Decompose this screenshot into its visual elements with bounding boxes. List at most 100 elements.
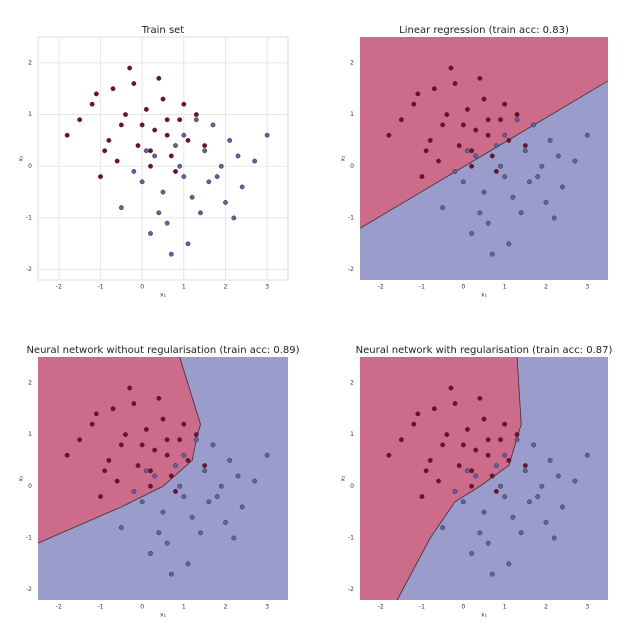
x-tick-label: -2 [378,604,384,611]
data-point [514,437,520,443]
data-point [560,504,565,510]
data-point [481,96,487,102]
data-point [189,194,195,200]
data-point [156,75,162,81]
x-tick-label: 3 [265,284,269,291]
plot-area [37,36,289,281]
data-point [264,452,270,458]
data-point [411,101,417,107]
data-point [202,463,208,468]
y-tick-label: 0 [350,483,354,490]
data-point [485,220,491,226]
data-point [444,112,450,117]
data-point [164,132,170,138]
data-point [131,401,137,406]
x-tick-label: 1 [503,284,507,291]
data-point [264,132,270,138]
y-tick-label: -1 [26,534,32,541]
x-tick-label: 2 [224,284,228,291]
data-point [106,138,112,143]
data-point [477,395,483,401]
x-tick-label: -1 [98,604,104,611]
decision-boundary [396,356,522,601]
data-point [489,153,495,159]
data-point [198,210,203,216]
data-point [185,458,191,463]
data-point [148,163,153,169]
data-point [440,122,446,128]
x-tick-label: 0 [140,284,144,291]
data-point [193,112,199,117]
data-point [485,540,491,546]
data-point [131,81,137,86]
data-point [239,504,245,510]
data-point [398,437,404,443]
data-point [93,91,99,97]
y-tick-label: 2 [28,379,32,386]
data-point [547,138,553,143]
data-point [110,86,116,92]
data-point [143,426,149,432]
data-point [164,452,170,458]
data-point [477,75,483,81]
data-point [386,452,392,458]
data-point [506,561,512,567]
data-point [452,81,458,86]
data-point [118,442,124,448]
data-point [223,520,228,525]
data-point [139,179,145,185]
data-point [502,132,508,138]
data-point [419,174,425,179]
data-point [202,148,208,154]
data-point [156,395,162,401]
y-tick-label: 2 [350,379,354,386]
data-point [239,184,245,190]
data-point [160,509,166,515]
x-tick-label: 1 [182,284,186,291]
y-tick-label: 1 [28,431,32,438]
y-axis-label: x₂ [18,155,25,162]
data-point [131,169,137,174]
y-tick-label: 2 [350,59,354,66]
data-point [411,421,417,427]
data-point [93,411,99,417]
data-point [156,530,162,536]
data-point [198,530,203,536]
x-tick-label: -2 [56,604,62,611]
data-point [419,494,425,499]
data-point [572,158,578,164]
data-point [110,406,116,412]
data-point [177,163,183,169]
data-point [543,200,549,205]
data-point [135,143,141,148]
data-point [202,468,208,474]
data-point [164,437,170,443]
y-tick-label: -1 [26,214,32,221]
y-tick-label: 2 [28,59,32,66]
data-point [535,174,541,179]
data-point [522,463,528,468]
data-point [551,535,557,541]
data-point [148,551,153,556]
data-point [531,122,536,128]
data-point [185,561,191,567]
x-tick-label: -1 [419,604,425,611]
data-point [469,148,474,154]
x-tick-label: 2 [544,284,548,291]
data-point [489,571,495,577]
data-point [168,251,174,257]
data-point [444,432,450,437]
data-point [181,452,187,458]
data-point [148,148,153,154]
data-point [206,499,212,505]
data-point [173,463,178,468]
data-point [584,452,590,458]
chart-title: Neural network with regularisation (trai… [356,345,613,356]
data-point [164,540,170,546]
data-point [177,117,183,123]
data-point [415,411,421,417]
data-point [127,65,133,71]
x-tick-label: 3 [265,604,269,611]
data-point [522,468,528,474]
data-point [206,179,212,185]
